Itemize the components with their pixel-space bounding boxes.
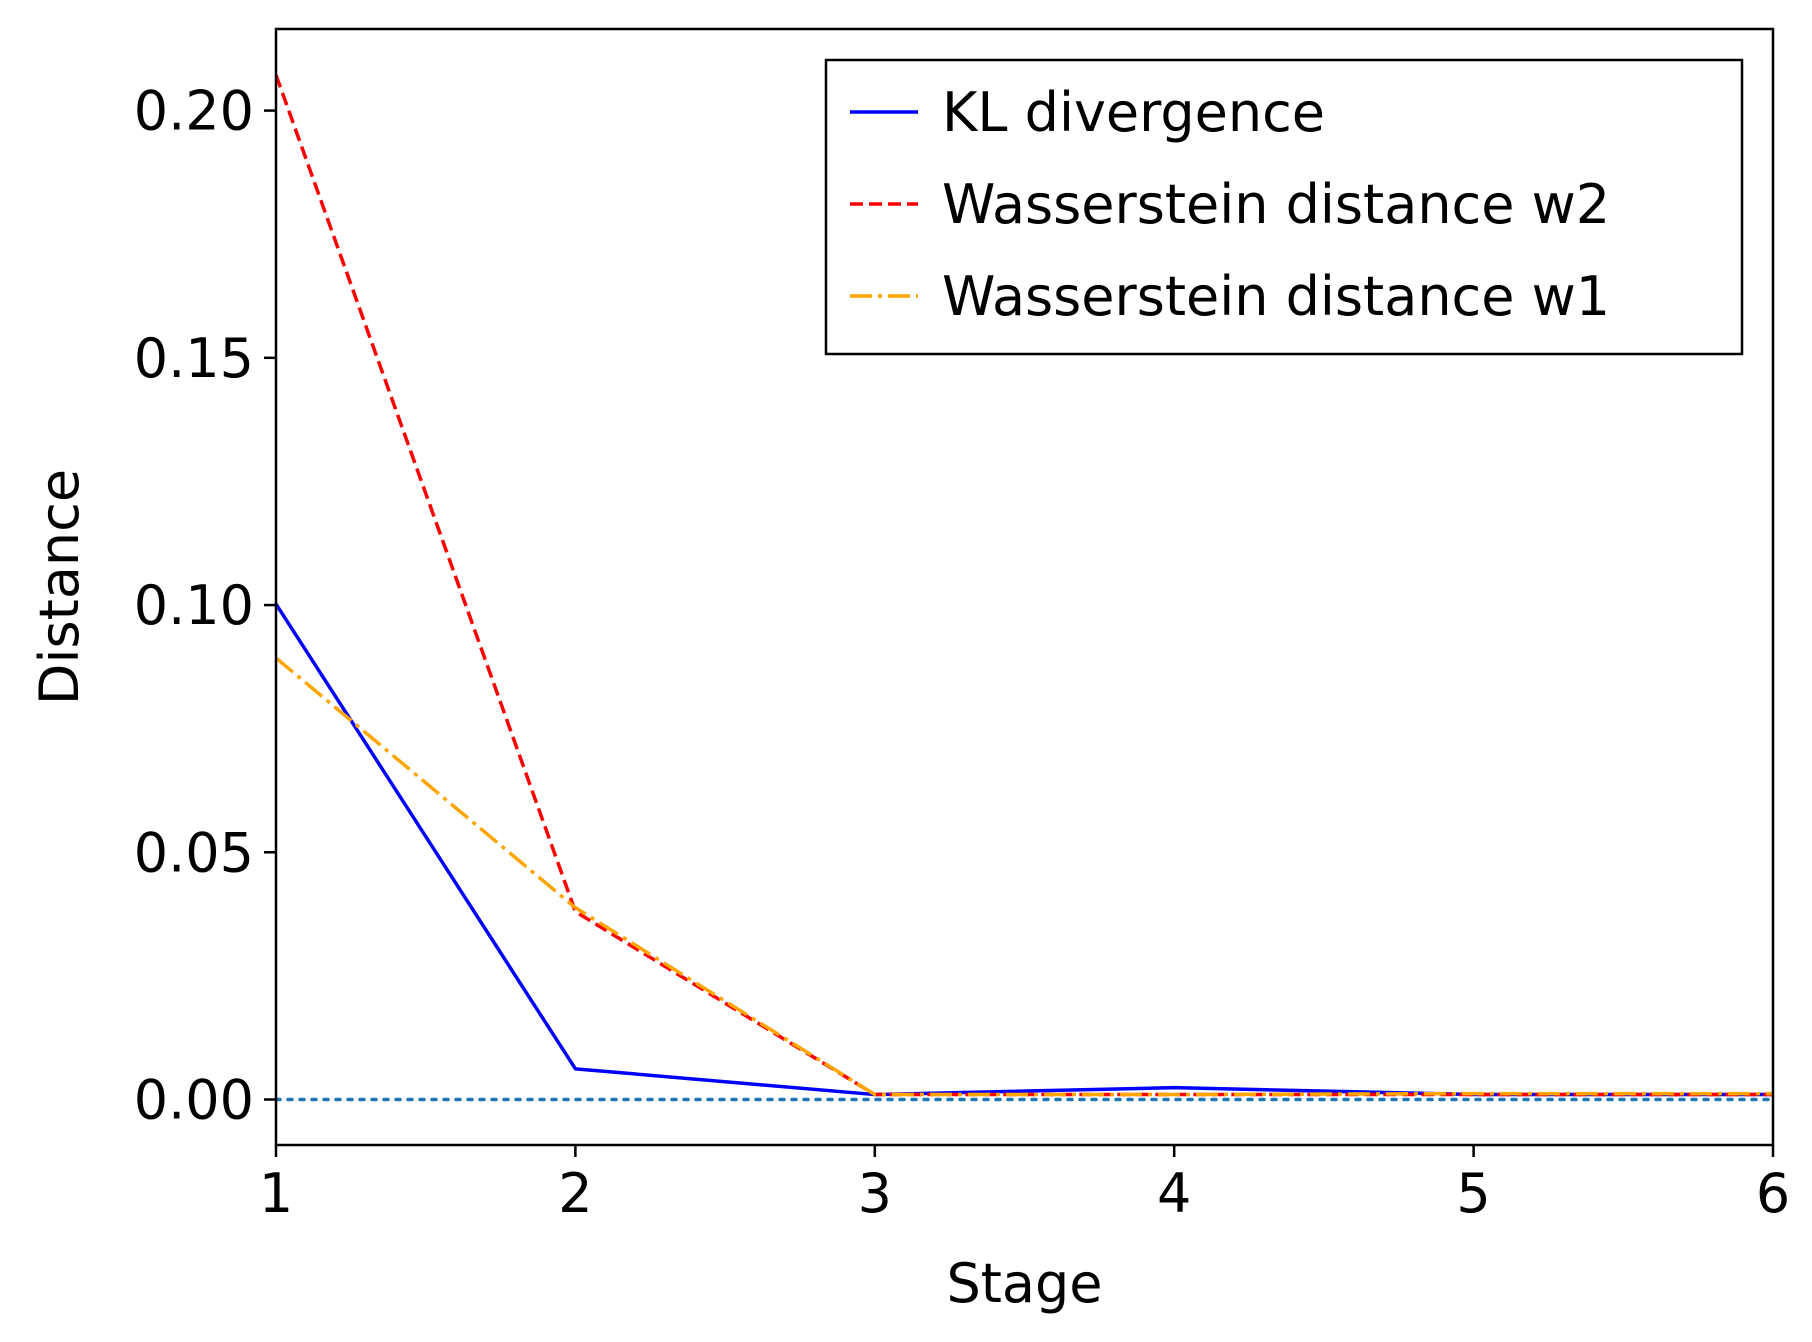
x-tick-label: 2 <box>558 1162 592 1225</box>
legend: KL divergence Wasserstein distance w2 Wa… <box>824 58 1744 356</box>
x-tick-label: 6 <box>1756 1162 1790 1225</box>
y-tick-label: 0.00 <box>134 1069 254 1132</box>
series-line-wasserstein-distance-w1 <box>276 656 1773 1097</box>
series-line-kl-divergence <box>276 603 1773 1097</box>
x-axis-label: Stage <box>946 1252 1102 1315</box>
y-axis-label: Distance <box>28 469 91 705</box>
y-tick-label: 0.05 <box>134 821 254 884</box>
x-tick-label: 5 <box>1456 1162 1490 1225</box>
x-tick-label: 1 <box>259 1162 293 1225</box>
y-axis-ticks: 0.00 0.05 0.10 0.15 0.20 <box>134 80 276 1132</box>
legend-box <box>824 58 1744 356</box>
plot-frame <box>274 27 1775 1147</box>
plot-lines <box>276 74 1773 1102</box>
y-tick-label: 0.10 <box>134 574 254 637</box>
legend-label-wasserstein-w2: Wasserstein distance w2 <box>942 173 1610 236</box>
legend-label-kl-divergence: KL divergence <box>942 81 1325 144</box>
y-tick-label: 0.15 <box>134 327 254 390</box>
x-tick-label: 3 <box>858 1162 892 1225</box>
y-tick-label: 0.20 <box>134 80 254 143</box>
x-axis-ticks: 1 2 3 4 5 6 <box>259 1145 1790 1225</box>
x-tick-label: 4 <box>1157 1162 1191 1225</box>
legend-label-wasserstein-w1: Wasserstein distance w1 <box>942 265 1610 328</box>
